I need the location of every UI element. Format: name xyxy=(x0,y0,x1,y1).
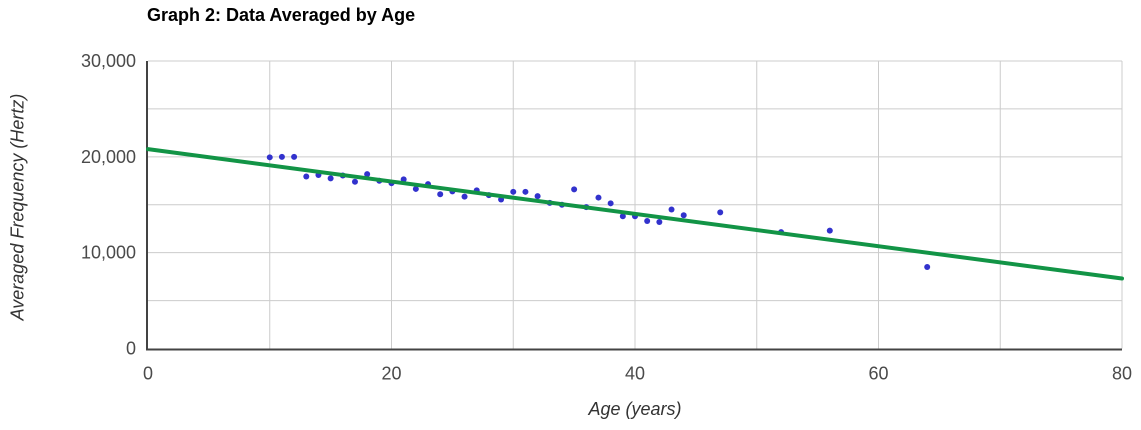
data-point xyxy=(351,178,358,185)
data-point xyxy=(571,186,578,193)
x-tick-label: 20 xyxy=(381,364,401,384)
data-point xyxy=(266,154,273,161)
data-point xyxy=(534,193,541,200)
data-point xyxy=(412,185,419,192)
data-point xyxy=(400,176,407,183)
data-point xyxy=(291,153,298,160)
data-point xyxy=(826,227,833,234)
data-point xyxy=(607,200,614,207)
data-point xyxy=(522,188,529,195)
y-tick-label: 10,000 xyxy=(81,243,136,263)
data-point xyxy=(656,219,663,225)
x-tick-label: 80 xyxy=(1112,364,1132,384)
data-point xyxy=(303,173,310,180)
y-tick-label: 20,000 xyxy=(81,147,136,167)
data-point xyxy=(619,213,626,220)
x-axis-title: Age (years) xyxy=(588,399,682,419)
x-tick-label: 0 xyxy=(143,364,153,384)
data-point xyxy=(364,171,371,178)
data-point xyxy=(668,206,675,213)
y-tick-label: 0 xyxy=(126,339,136,359)
x-tick-label: 40 xyxy=(625,364,645,384)
data-point xyxy=(278,153,285,160)
data-point xyxy=(595,194,602,201)
data-point xyxy=(924,264,931,271)
data-point xyxy=(680,212,687,219)
data-point xyxy=(510,188,517,195)
x-tick-label: 60 xyxy=(868,364,888,384)
data-point xyxy=(717,209,724,216)
data-point xyxy=(327,175,334,182)
trend-line xyxy=(146,147,1124,281)
data-point xyxy=(644,218,651,225)
data-point xyxy=(437,191,444,198)
y-tick-label: 30,000 xyxy=(81,51,136,71)
chart-title: Graph 2: Data Averaged by Age xyxy=(147,5,416,25)
data-point xyxy=(461,193,468,200)
